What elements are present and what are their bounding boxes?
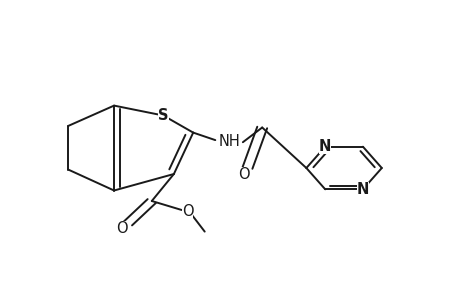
Text: O: O (237, 167, 249, 182)
Text: O: O (116, 221, 128, 236)
Text: S: S (158, 108, 168, 123)
Text: N: N (319, 139, 330, 154)
Text: N: N (356, 182, 368, 197)
Text: NH: NH (218, 134, 240, 149)
Text: O: O (181, 204, 193, 219)
